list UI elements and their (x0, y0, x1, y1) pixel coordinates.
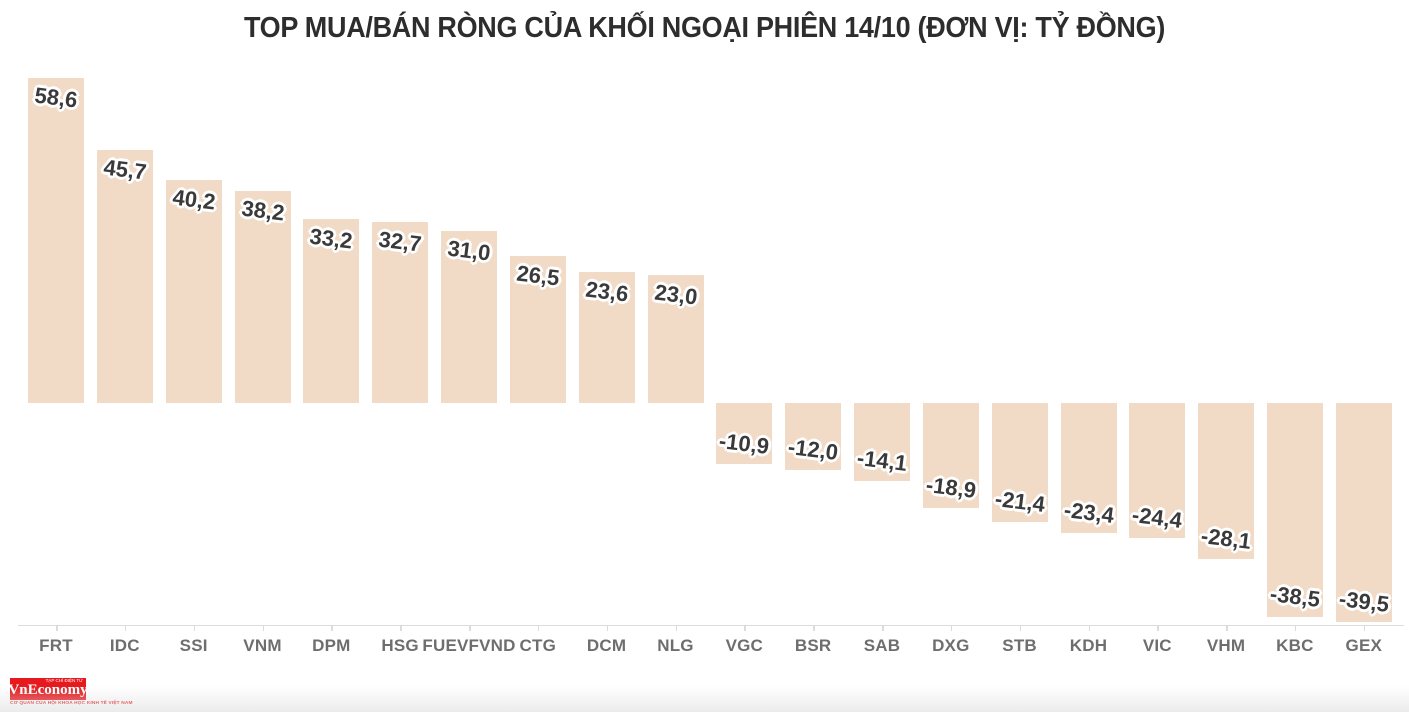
bar-VHM (1198, 403, 1255, 559)
x-axis-tick (813, 626, 815, 631)
x-axis-tick (1088, 626, 1090, 631)
bar-BSR (785, 403, 842, 470)
x-label-IDC: IDC (109, 636, 140, 655)
bar-VNM (234, 191, 291, 403)
x-axis-tick (331, 626, 333, 631)
x-label-SSI: SSI (179, 636, 208, 655)
x-label-CTG: CTG (519, 636, 557, 655)
bar-CTG (509, 256, 566, 403)
vneconomy-logo-box: TẠP CHÍ ĐIỆN TỬ VnEconomy (8, 678, 88, 700)
x-label-DCM: DCM (586, 636, 627, 655)
bar-SAB (854, 403, 910, 482)
x-label-KBC: KBC (1276, 636, 1314, 655)
bar-DPM (303, 218, 360, 403)
x-axis-tick (744, 626, 746, 631)
x-label-FUEVFVND: FUEVFVND (422, 636, 516, 655)
bar-KDH (1060, 403, 1117, 533)
x-axis-tick (262, 626, 264, 631)
bar-GEX (1335, 403, 1392, 623)
bar-NLG (647, 275, 704, 403)
x-axis-tick (882, 626, 884, 631)
x-label-DPM: DPM (312, 636, 351, 655)
x-label-BSR: BSR (794, 636, 832, 655)
x-axis-tick (469, 626, 471, 631)
logo-small-text: TẠP CHÍ ĐIỆN TỬ (45, 678, 83, 683)
x-label-VHM: VHM (1206, 636, 1246, 655)
bar-DXG (922, 403, 979, 508)
x-axis-line (18, 625, 1404, 626)
x-axis-tick (1157, 626, 1159, 631)
x-label-VIC: VIC (1142, 636, 1172, 655)
bar-KBC (1266, 403, 1323, 617)
x-axis-tick (1226, 626, 1228, 631)
logo-wordmark: VnEconomy (8, 682, 88, 698)
x-axis-tick (675, 626, 677, 631)
bar-FUEVFVND (441, 231, 497, 403)
bar-SSI (165, 180, 222, 403)
x-axis-tick (606, 626, 609, 631)
x-label-VNM: VNM (243, 636, 282, 655)
x-axis-tick (950, 626, 953, 631)
bar-VGC (716, 403, 773, 464)
bar-HSG (372, 221, 429, 403)
x-label-DXG: DXG (932, 636, 970, 655)
x-label-NLG: NLG (657, 636, 694, 655)
bar-VIC (1129, 403, 1186, 539)
x-label-GEX: GEX (1345, 636, 1383, 655)
bar-DCM (578, 272, 635, 403)
bar-FRT (28, 78, 84, 403)
vneconomy-logo: TẠP CHÍ ĐIỆN TỬ VnEconomy CƠ QUAN CỦA HỘ… (8, 678, 170, 706)
x-axis-tick (400, 626, 402, 631)
x-label-SAB: SAB (863, 636, 901, 655)
x-axis-tick (56, 626, 58, 631)
x-label-FRT: FRT (39, 636, 73, 655)
chart-title: TOP MUA/BÁN RÒNG CỦA KHỐI NGOẠI PHIÊN 14… (243, 12, 1166, 44)
bar-STB (991, 403, 1048, 522)
x-label-STB: STB (1002, 636, 1037, 655)
logo-tagline: CƠ QUAN CỦA HỘI KHOA HỌC KINH TẾ VIỆT NA… (10, 701, 133, 706)
x-axis-tick (1363, 626, 1366, 631)
x-label-KDH: KDH (1069, 636, 1108, 655)
x-axis-tick (1019, 626, 1022, 631)
x-axis-tick (124, 626, 127, 631)
x-axis-tick (193, 626, 196, 631)
x-axis-tick (537, 626, 540, 631)
x-axis-tick (1294, 626, 1297, 631)
x-label-HSG: HSG (381, 636, 419, 655)
bar-IDC (96, 149, 153, 403)
x-label-VGC: VGC (725, 636, 764, 655)
